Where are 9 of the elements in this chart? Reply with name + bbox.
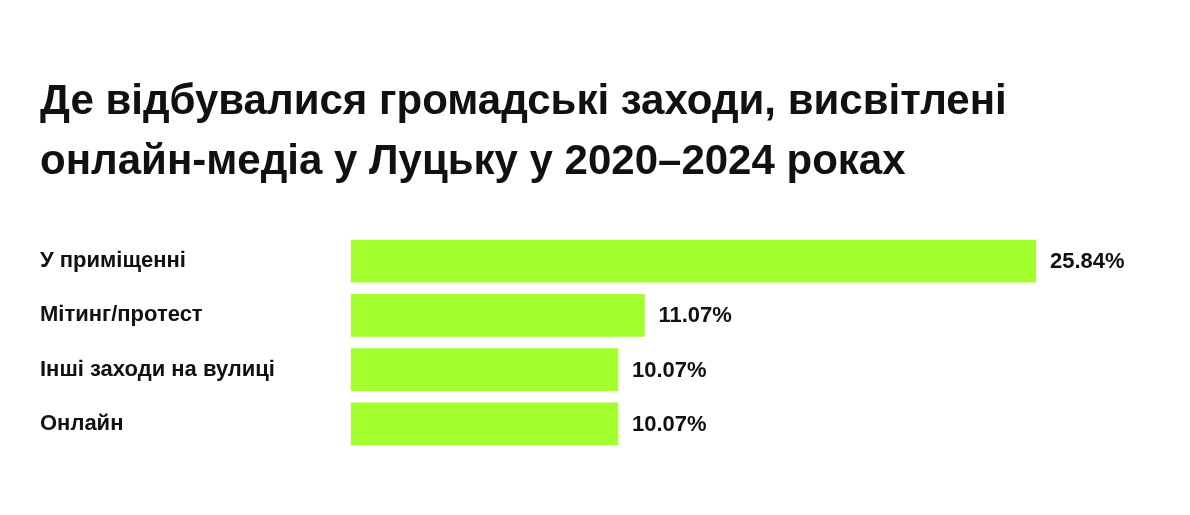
y-tick-label: У приміщенні bbox=[40, 247, 186, 273]
data-label: 10.07% bbox=[631, 410, 707, 436]
data-label: 25.84% bbox=[1050, 248, 1125, 274]
chart-title: Де відбувалися громадські заходи, висвітлені онлайн-медіа у Луцьку у 2020–2024 роках bbox=[40, 75, 1008, 185]
y-tick-label: Мітинг/протест bbox=[40, 301, 203, 327]
y-tick-label: Онлайн bbox=[40, 409, 124, 435]
data-label: 11.07% bbox=[658, 302, 732, 328]
data-label: 10.07% bbox=[631, 356, 707, 382]
y-tick-label: Інші заходи на вулиці bbox=[40, 355, 275, 381]
